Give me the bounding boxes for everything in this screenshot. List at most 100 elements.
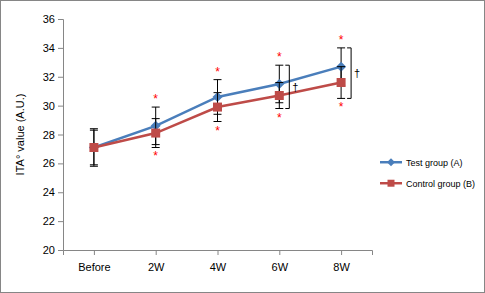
legend-item: Control group (B) — [380, 179, 475, 189]
error-bar-cap — [152, 147, 160, 148]
error-bar-cap — [275, 65, 283, 66]
comparison-mark: † — [354, 67, 360, 79]
series — [89, 67, 345, 165]
error-bar-cap — [152, 107, 160, 108]
error-bar-cap — [214, 121, 222, 122]
error-bar-cap — [152, 118, 160, 119]
error-bar-cap — [275, 82, 283, 83]
comparison-mark: † — [292, 81, 298, 93]
error-bar-cap — [275, 108, 283, 109]
y-tick-label: 22 — [43, 215, 55, 227]
point — [337, 78, 346, 87]
y-tick-mark — [58, 48, 63, 49]
chart: 202224262830323436Before2W4W6W8W********… — [0, 0, 485, 293]
significance-mark: * — [277, 50, 282, 64]
error-bar-cap — [90, 164, 98, 165]
x-tick-mark — [218, 250, 219, 255]
y-axis: 20 22 24 26 28 30 32 34 36 — [43, 13, 64, 256]
legend-label: Control group (B) — [406, 179, 475, 189]
y-tick-mark — [58, 106, 63, 107]
point — [213, 103, 222, 112]
y-tick-mark — [58, 77, 63, 78]
plot-area: 202224262830323436Before2W4W6W8W********… — [43, 13, 373, 273]
point — [89, 143, 98, 152]
x-tick: 2W — [148, 250, 165, 273]
y-tick-mark — [58, 250, 63, 251]
error-bar — [337, 67, 345, 99]
y-tick-label: 26 — [43, 157, 55, 169]
x-tick: Before — [78, 250, 110, 273]
point — [151, 129, 160, 138]
significance-mark: * — [153, 92, 158, 106]
point — [89, 142, 99, 152]
x-tick: 8W — [333, 250, 350, 273]
y-tick: 32 — [43, 71, 63, 83]
error-bar — [152, 119, 160, 148]
y-axis-title: ITA° value (A.U.) — [14, 94, 26, 176]
error-bar-cap — [90, 128, 98, 129]
error-bar-cap — [90, 166, 98, 167]
error-bar — [90, 129, 98, 167]
comparison-bracket — [347, 48, 351, 99]
series-line — [94, 83, 341, 148]
y-tick-mark — [58, 163, 63, 164]
y-tick: 26 — [43, 157, 63, 169]
error-bar — [275, 83, 283, 109]
y-tick: 20 — [43, 244, 63, 256]
significance-mark: * — [277, 111, 282, 125]
error-bar-cap — [214, 79, 222, 80]
x-tick-label: 8W — [333, 261, 350, 273]
legend-marker — [388, 180, 395, 187]
y-tick: 28 — [43, 129, 63, 141]
y-tick: 30 — [43, 100, 63, 112]
significance-mark: * — [153, 149, 158, 163]
significance-mark: * — [339, 33, 344, 47]
y-tick: 22 — [43, 215, 63, 227]
x-tick-mark — [156, 250, 157, 255]
y-axis-line — [58, 20, 64, 251]
y-tick-mark — [58, 192, 63, 193]
y-tick: 34 — [43, 42, 63, 54]
x-tick: 4W — [210, 250, 227, 273]
error-bar-cap — [337, 98, 345, 99]
error-bar-cap — [337, 66, 345, 67]
x-tick-mark — [94, 250, 95, 255]
x-tick: 6W — [272, 250, 289, 273]
y-tick: 36 — [43, 13, 63, 25]
y-tick-label: 32 — [43, 71, 55, 83]
series — [89, 48, 346, 166]
y-tick-mark — [58, 19, 63, 20]
significance-mark: * — [215, 124, 220, 138]
x-axis-line — [64, 251, 373, 256]
x-axis: Before 2W 4W 6W 8W — [64, 250, 373, 273]
legend-marker — [387, 158, 395, 166]
significance-mark: * — [215, 65, 220, 79]
x-tick-mark — [341, 250, 342, 255]
series-line — [94, 67, 341, 148]
legend-label: Test group (A) — [406, 158, 463, 168]
error-bar — [90, 130, 98, 165]
x-tick-label: 4W — [210, 261, 227, 273]
annotations: * * * * * * * * † † — [153, 33, 360, 164]
significance-mark: * — [339, 100, 344, 114]
point — [275, 91, 284, 100]
x-tick-label: Before — [78, 261, 110, 273]
y-tick-label: 24 — [43, 186, 55, 198]
chart-frame — [1, 1, 485, 293]
error-bar-cap — [214, 92, 222, 93]
marks — [89, 48, 346, 166]
y-tick: 24 — [43, 186, 63, 198]
y-tick-label: 30 — [43, 100, 55, 112]
error-bar-cap — [337, 47, 345, 48]
x-tick-label: 2W — [148, 261, 165, 273]
comparison-bracket — [285, 65, 289, 108]
x-tick-label: 6W — [272, 261, 289, 273]
error-bar — [214, 93, 222, 122]
y-tick-label: 34 — [43, 42, 55, 54]
y-tick-mark — [58, 135, 63, 136]
y-tick-mark — [58, 221, 63, 222]
x-tick-mark — [279, 250, 280, 255]
legend-item: Test group (A) — [380, 158, 463, 168]
legend: Test group (A) Control group (B) — [380, 158, 475, 189]
y-tick-label: 20 — [43, 244, 55, 256]
